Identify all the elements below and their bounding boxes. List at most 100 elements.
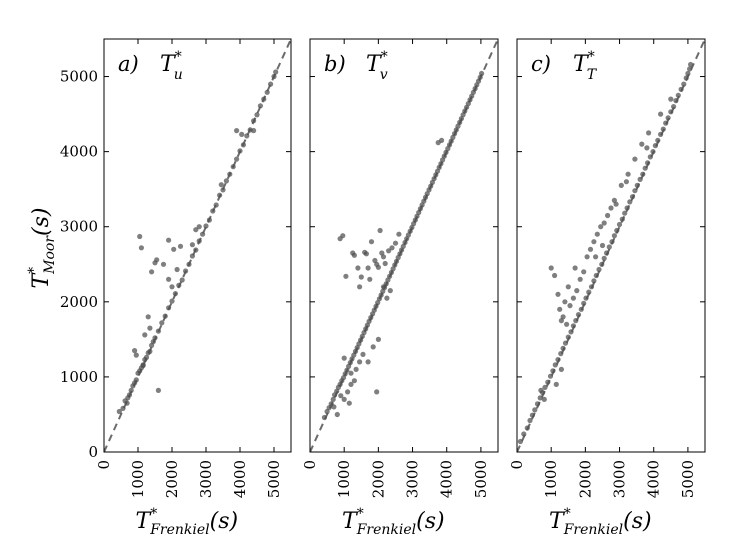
- data-point: [223, 178, 229, 184]
- data-point: [629, 194, 636, 200]
- data-point: [358, 274, 364, 280]
- data-point: [688, 61, 694, 68]
- data-point: [573, 318, 579, 324]
- data-point: [655, 137, 661, 143]
- data-point: [574, 288, 580, 294]
- x-tick-label: 1000: [335, 460, 353, 498]
- y-tick-label: 3000: [60, 218, 98, 236]
- data-point: [355, 265, 361, 271]
- x-axis-title: T* Frenkiel(s): [136, 506, 239, 538]
- x-tick-label: 3000: [611, 460, 629, 498]
- data-point: [341, 355, 347, 361]
- data-point: [128, 387, 134, 393]
- data-point: [599, 242, 606, 249]
- data-point: [140, 363, 146, 369]
- data-point: [611, 233, 618, 239]
- y-tick-label: 0: [88, 443, 98, 461]
- data-point: [562, 340, 569, 346]
- data-point: [557, 306, 563, 312]
- data-point: [367, 276, 373, 282]
- data-point: [132, 348, 138, 354]
- data-point: [368, 239, 375, 245]
- data-point: [200, 231, 206, 237]
- data-point: [538, 387, 544, 393]
- panel-variable: T* T: [573, 49, 598, 83]
- data-point: [558, 366, 565, 372]
- data-point: [658, 131, 664, 137]
- y-tick-label: 1000: [60, 368, 98, 386]
- data-point: [133, 377, 139, 383]
- data-point: [560, 345, 566, 351]
- x-axis-title: T* Frenkiel(s): [342, 506, 445, 538]
- data-point: [650, 149, 656, 155]
- data-point: [244, 133, 250, 139]
- data-point: [625, 171, 631, 177]
- plot-frame: [516, 38, 706, 453]
- data-point: [169, 298, 175, 304]
- data-point: [618, 182, 624, 188]
- data-point: [605, 212, 611, 219]
- data-point: [360, 351, 366, 357]
- data-point: [196, 238, 202, 244]
- data-point: [601, 255, 607, 261]
- data-point: [547, 373, 554, 379]
- data-point: [570, 323, 577, 329]
- data-point: [392, 240, 399, 246]
- data-point: [568, 329, 574, 335]
- data-point: [555, 357, 561, 363]
- data-point: [370, 344, 376, 350]
- data-point: [271, 73, 277, 80]
- data-point: [133, 352, 139, 358]
- data-point: [637, 176, 643, 182]
- data-point: [588, 284, 595, 290]
- data-point: [375, 336, 381, 342]
- data-point: [581, 269, 587, 275]
- x-tick-label: 3000: [404, 460, 422, 498]
- data-point: [673, 98, 679, 104]
- data-point: [685, 70, 691, 77]
- panel-variable: T* u: [160, 49, 183, 83]
- data-point: [581, 300, 587, 306]
- data-point: [218, 182, 224, 188]
- data-point: [152, 335, 158, 341]
- data-point: [639, 141, 645, 147]
- data-point: [142, 332, 148, 338]
- data-point: [149, 269, 155, 275]
- data-point: [273, 69, 279, 75]
- data-point: [586, 289, 592, 295]
- data-point: [665, 115, 671, 121]
- panel-b: 0 1000 2000 3000 4000 5000 b) T* v T* Frenkiel(s): [301, 38, 499, 538]
- data-point: [171, 246, 177, 252]
- x-tick-label: 2000: [576, 460, 594, 498]
- data-point: [351, 252, 357, 258]
- data-point: [619, 216, 625, 222]
- data-point: [596, 266, 602, 273]
- x-tick-label: 2000: [163, 460, 181, 498]
- data-point: [331, 404, 337, 410]
- data-point: [186, 261, 192, 267]
- data-point: [552, 362, 558, 368]
- data-point: [179, 277, 185, 283]
- data-point: [124, 400, 130, 406]
- data-point: [634, 182, 640, 188]
- data-point: [166, 276, 172, 282]
- data-point: [321, 414, 327, 421]
- x-tick-label: 5000: [265, 460, 283, 498]
- data-point: [565, 284, 571, 290]
- scatter-points: [116, 69, 279, 415]
- x-tick-label: 4000: [231, 460, 249, 498]
- data-point: [570, 295, 577, 301]
- data-point: [227, 171, 233, 177]
- data-point: [593, 254, 599, 260]
- data-point: [239, 131, 245, 137]
- data-point: [160, 261, 167, 267]
- data-point: [640, 171, 646, 177]
- data-point: [642, 165, 648, 171]
- data-point: [541, 396, 547, 402]
- panel-letter: a): [118, 52, 139, 76]
- data-point: [169, 284, 175, 290]
- plot-frame: [103, 38, 292, 453]
- data-point: [387, 288, 393, 294]
- data-point: [217, 192, 223, 198]
- data-point: [162, 313, 168, 319]
